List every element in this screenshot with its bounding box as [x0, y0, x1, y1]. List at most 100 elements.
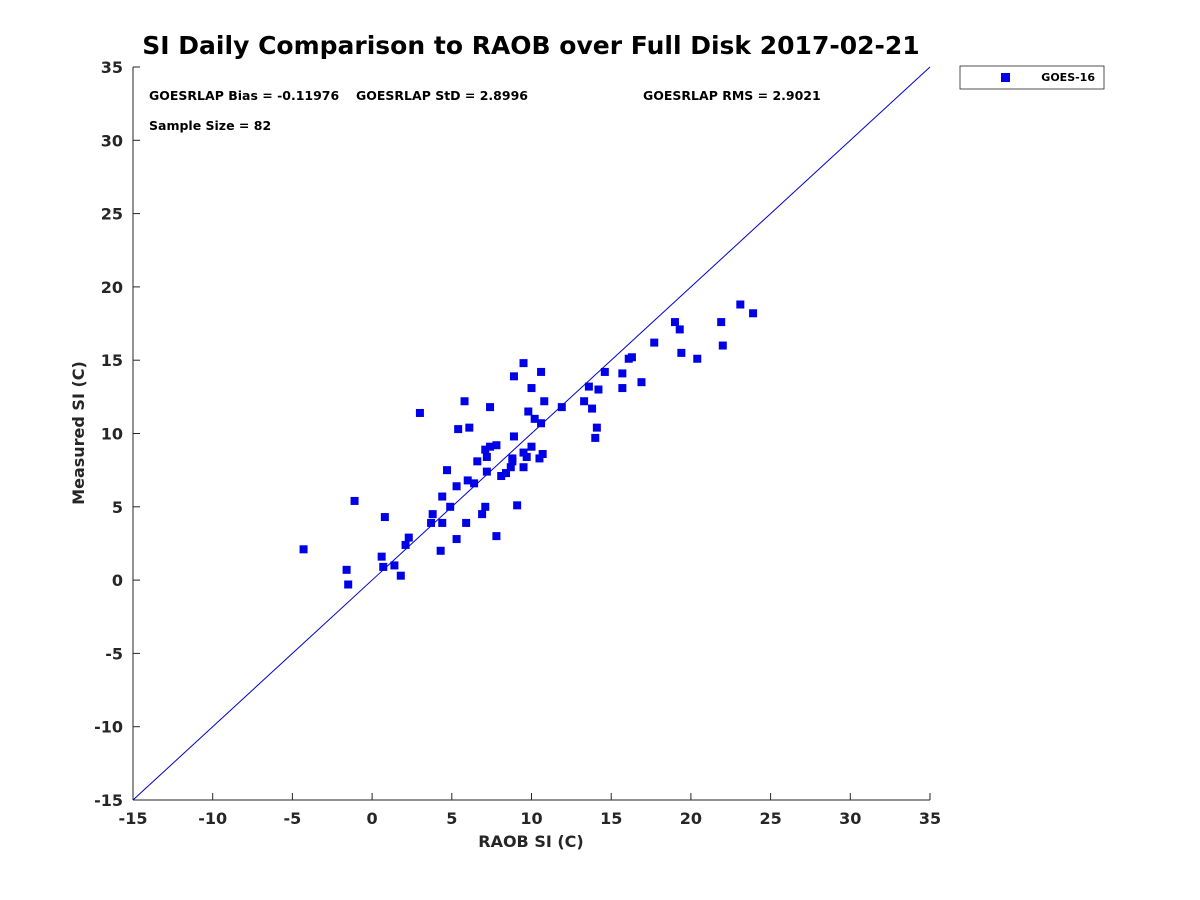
- data-point: [592, 423, 601, 432]
- data-point: [522, 452, 531, 461]
- data-point: [470, 479, 479, 488]
- data-point: [463, 476, 472, 485]
- data-point: [627, 353, 636, 362]
- data-point: [527, 384, 536, 393]
- bias-annotation: GOESRLAP Bias = -0.11976: [149, 88, 339, 103]
- data-point: [377, 552, 386, 561]
- data-point: [481, 502, 490, 511]
- data-point: [535, 454, 544, 463]
- x-tick-label: 20: [680, 809, 702, 828]
- y-ticks: -15 -10 -5 0 5 10 15 20 25 30 35: [94, 58, 140, 810]
- data-point: [350, 496, 359, 505]
- x-tick-label: 25: [759, 809, 781, 828]
- data-point: [584, 382, 593, 391]
- chart-title: SI Daily Comparison to RAOB over Full Di…: [142, 31, 919, 60]
- data-point: [379, 562, 388, 571]
- sample-size-annotation: Sample Size = 82: [149, 118, 271, 133]
- data-point: [506, 463, 515, 472]
- x-tick-label: 35: [919, 809, 941, 828]
- data-point: [540, 397, 549, 406]
- data-point: [580, 397, 589, 406]
- data-point: [486, 442, 495, 451]
- y-tick-label: 25: [101, 205, 123, 224]
- data-point: [436, 546, 445, 555]
- data-point: [519, 448, 528, 457]
- x-tick-label: 10: [520, 809, 542, 828]
- data-point: [530, 414, 539, 423]
- data-point: [427, 518, 436, 527]
- data-point: [693, 354, 702, 363]
- x-tick-label: 0: [367, 809, 378, 828]
- data-point: [452, 535, 461, 544]
- data-point: [618, 384, 627, 393]
- data-point: [428, 510, 437, 519]
- data-point: [557, 403, 566, 412]
- data-point: [537, 419, 546, 428]
- data-point: [473, 457, 482, 466]
- x-tick-label: 30: [839, 809, 861, 828]
- x-tick-label: -10: [198, 809, 227, 828]
- data-point: [401, 540, 410, 549]
- data-point: [650, 338, 659, 347]
- data-point: [524, 407, 533, 416]
- data-point: [749, 309, 758, 318]
- data-point: [482, 452, 491, 461]
- data-point: [390, 561, 399, 570]
- data-point: [519, 463, 528, 472]
- data-point: [462, 518, 471, 527]
- legend-entry-goes16: GOES-16: [1041, 71, 1095, 84]
- y-tick-label: -5: [105, 644, 123, 663]
- data-point: [537, 367, 546, 376]
- one-to-one-reference-line: [132, 66, 931, 801]
- data-point: [519, 359, 528, 368]
- data-point: [600, 367, 609, 376]
- data-point: [492, 441, 501, 450]
- x-tick-label: 5: [446, 809, 457, 828]
- data-point: [446, 502, 455, 511]
- data-point: [509, 372, 518, 381]
- data-point: [637, 378, 646, 387]
- data-point: [718, 341, 727, 350]
- y-tick-label: -10: [94, 718, 123, 737]
- y-tick-label: 20: [101, 278, 123, 297]
- data-point: [497, 472, 506, 481]
- legend-marker-square-icon: [1001, 73, 1010, 82]
- data-point: [486, 403, 495, 412]
- data-point: [438, 518, 447, 527]
- data-point: [460, 397, 469, 406]
- data-point: [342, 565, 351, 574]
- y-tick-label: -15: [94, 791, 123, 810]
- data-point: [538, 450, 547, 459]
- data-point: [717, 318, 726, 327]
- y-tick-label: 5: [112, 498, 123, 517]
- data-point: [591, 433, 600, 442]
- x-ticks: -15 -10 -5 0 5 10 15 20 25 30 35: [119, 793, 941, 828]
- data-points: [299, 300, 758, 589]
- data-point: [415, 408, 424, 417]
- data-point: [481, 445, 490, 454]
- data-point: [438, 492, 447, 501]
- data-point: [509, 432, 518, 441]
- y-tick-label: 30: [101, 131, 123, 150]
- std-annotation: GOESRLAP StD = 2.8996: [356, 88, 528, 103]
- x-tick-label: 15: [600, 809, 622, 828]
- data-point: [396, 571, 405, 580]
- data-point: [482, 467, 491, 476]
- data-point: [478, 510, 487, 519]
- y-tick-label: 10: [101, 425, 123, 444]
- data-point: [404, 533, 413, 542]
- data-point: [443, 466, 452, 475]
- data-point: [677, 348, 686, 357]
- data-point: [454, 425, 463, 434]
- data-point: [501, 469, 510, 478]
- x-axis-label: RAOB SI (C): [478, 832, 583, 851]
- data-point: [299, 545, 308, 554]
- data-point: [670, 318, 679, 327]
- data-point: [452, 482, 461, 491]
- data-point: [588, 404, 597, 413]
- legend: GOES-16: [959, 65, 1105, 90]
- data-point: [508, 454, 517, 463]
- data-point: [618, 369, 627, 378]
- x-tick-label: -15: [119, 809, 148, 828]
